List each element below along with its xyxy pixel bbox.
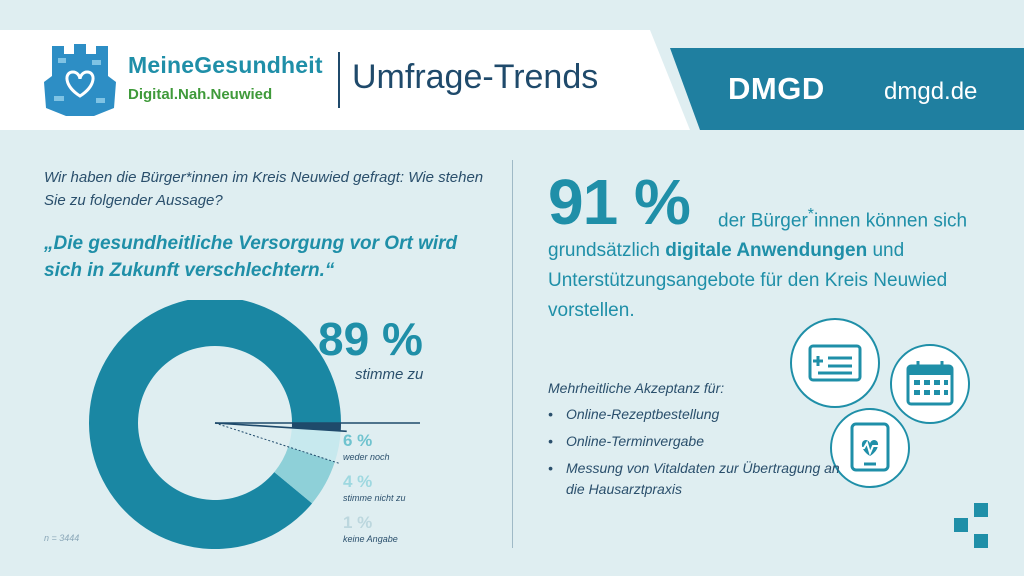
donut-leader-line-1: [214, 422, 341, 465]
acceptance-list: Online-Rezeptbestellung Online-Terminver…: [548, 404, 848, 506]
donut-slice-3: [291, 423, 341, 431]
list-item: Messung von Vitaldaten zur Übertragung a…: [548, 458, 848, 500]
prescription-card-icon: [790, 318, 880, 408]
donut-slice-1: [274, 446, 335, 504]
brand-tagline: Digital.Nah.Neuwied: [128, 86, 273, 103]
label-noanswer-value: 1 %: [343, 513, 373, 532]
label-disagree-text: stimme nicht zu: [343, 493, 406, 503]
label-agree-value: 89 %: [318, 313, 423, 365]
label-disagree-value: 4 %: [343, 472, 373, 491]
donut-leader-line-2: [214, 422, 347, 433]
acceptance-title: Mehrheitliche Akzeptanz für:: [548, 380, 725, 396]
stat-text: der Bürger*innen können sich grundsätzli…: [548, 206, 968, 322]
survey-quote: „Die gesundheitliche Versorgung vor Ort …: [44, 233, 458, 281]
survey-intro: Wir haben die Bürger*innen im Kreis Neuw…: [44, 169, 484, 209]
org-logo-text: DMGD: [728, 71, 825, 106]
donut-chart: [89, 300, 420, 549]
stat-highlight: digitale Anwendungen: [665, 240, 868, 262]
header-divider: [338, 52, 340, 108]
org-url: dmgd.de: [884, 78, 978, 105]
label-agree-text: stimme zu: [355, 366, 424, 383]
castle-heart-logo-icon: [44, 44, 116, 116]
stat-percent: 91 %: [548, 166, 691, 238]
brand-name: MeineGesundheit: [128, 52, 323, 78]
calendar-icon: [890, 344, 970, 424]
donut-slice-0: [89, 300, 341, 549]
donut-slice-2: [288, 427, 341, 462]
list-item: Online-Rezeptbestellung: [548, 404, 848, 425]
list-item: Online-Terminvergabe: [548, 431, 848, 452]
label-noanswer-text: keine Angabe: [343, 534, 398, 544]
column-divider: [512, 160, 513, 548]
header-banner: [0, 30, 1024, 130]
label-neutral-value: 6 %: [343, 431, 373, 450]
page-title: Umfrage-Trends: [352, 58, 599, 96]
label-neutral-text: weder noch: [343, 452, 390, 462]
sample-size-note: n = 3444: [44, 533, 80, 543]
